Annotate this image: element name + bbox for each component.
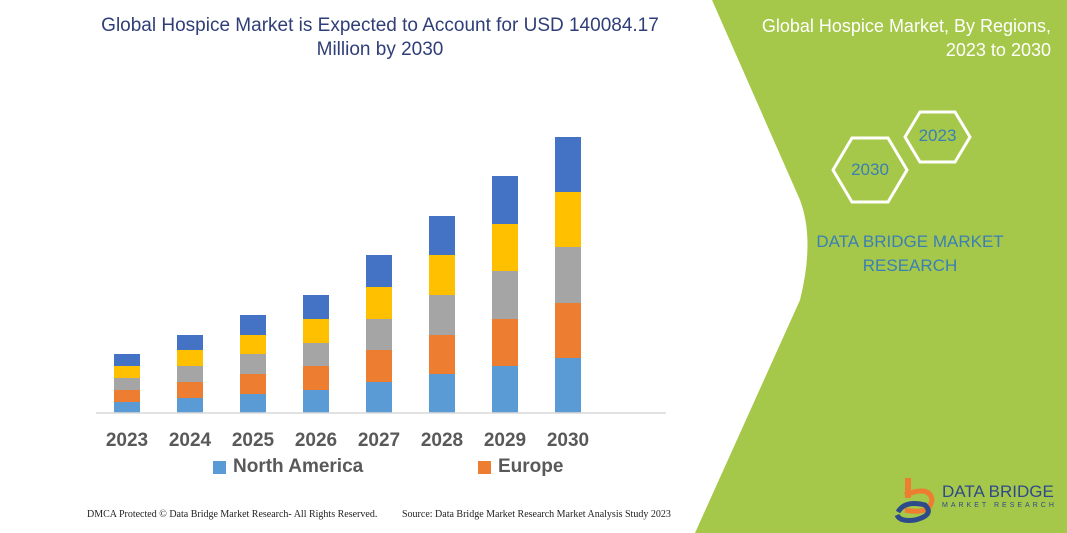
bar-2029-segment-2 <box>492 271 518 319</box>
bar-2028-segment-4 <box>429 216 455 255</box>
bar-2029-segment-4 <box>492 176 518 224</box>
legend-europe: Europe <box>478 456 563 478</box>
bar-2030-segment-1 <box>555 303 581 358</box>
bar-2028-segment-1 <box>429 335 455 374</box>
bar-2026-segment-2 <box>303 343 329 366</box>
bars <box>114 137 581 413</box>
x-tick-label: 2029 <box>483 430 527 451</box>
bar-2025-segment-3 <box>240 335 266 354</box>
x-tick-label: 2028 <box>420 430 464 451</box>
chart-title: Global Hospice Market is Expected to Acc… <box>101 15 659 60</box>
bar-2024-segment-3 <box>177 350 203 366</box>
logo-mark <box>894 478 935 523</box>
footer-source: Source: Data Bridge Market Research Mark… <box>402 509 671 520</box>
legend-swatch <box>213 460 226 474</box>
legend-north-america: North America <box>213 456 363 478</box>
hexagon-2023 <box>903 110 972 164</box>
bar-2028-segment-3 <box>429 255 455 295</box>
bar-2029-segment-3 <box>492 224 518 271</box>
bar-2023-segment-3 <box>114 366 140 378</box>
bar-2024-segment-1 <box>177 382 203 398</box>
side-title-line2: 2023 to 2030 <box>945 40 1051 60</box>
bar-2025-segment-1 <box>240 374 266 394</box>
bar-2027-segment-0 <box>366 382 392 413</box>
bar-2028-segment-2 <box>429 295 455 335</box>
x-tick-label: 2026 <box>294 430 338 451</box>
bar-2030-segment-3 <box>555 192 581 247</box>
bar-2028-segment-0 <box>429 374 455 413</box>
brand-text: DATA BRIDGE MARKET RESEARCH <box>816 232 1004 275</box>
bar-2024-segment-2 <box>177 366 203 382</box>
bar-2026-segment-0 <box>303 390 329 413</box>
hex-label-2023: 2023 <box>918 126 957 145</box>
bar-2030-segment-0 <box>555 358 581 413</box>
bar-2026-segment-1 <box>303 366 329 390</box>
hex-label-2030: 2030 <box>851 160 889 179</box>
bar-2025-segment-2 <box>240 354 266 374</box>
x-tick-label: 2024 <box>168 430 212 451</box>
legend-label: Europe <box>498 456 564 477</box>
bar-2024-segment-0 <box>177 398 203 413</box>
legend-label: North America <box>233 456 364 477</box>
bar-2023-segment-4 <box>114 354 140 366</box>
bar-2029-segment-0 <box>492 366 518 413</box>
bar-2027-segment-4 <box>366 255 392 287</box>
bar-2025-segment-0 <box>240 394 266 413</box>
side-title-line1: Global Hospice Market, By Regions, <box>761 16 1051 36</box>
bar-2026-segment-3 <box>303 319 329 343</box>
footer-copyright: DMCA Protected © Data Bridge Market Rese… <box>87 509 378 520</box>
bar-2023-segment-1 <box>114 390 140 402</box>
legend-swatch <box>478 460 491 474</box>
bar-2030-segment-2 <box>555 247 581 303</box>
hexagon-2030 <box>831 136 909 204</box>
bar-2025-segment-4 <box>240 315 266 335</box>
bar-2029-segment-1 <box>492 319 518 366</box>
side-title: Global Hospice Market, By Regions, 2023 t… <box>721 14 1051 62</box>
x-tick-label: 2027 <box>357 430 401 451</box>
bar-2023-segment-2 <box>114 378 140 390</box>
bar-2030-segment-4 <box>555 137 581 192</box>
bar-2027-segment-3 <box>366 287 392 319</box>
x-tick-label: 2023 <box>105 430 149 451</box>
bar-2026-segment-4 <box>303 295 329 319</box>
bar-2024-segment-4 <box>177 335 203 350</box>
x-tick-label: 2025 <box>231 430 275 451</box>
bar-2027-segment-1 <box>366 350 392 382</box>
x-tick-label: 2030 <box>546 430 590 451</box>
bar-2023-segment-0 <box>114 402 140 413</box>
bar-2027-segment-2 <box>366 319 392 350</box>
logo-text: DATA BRIDGE <box>942 482 1054 501</box>
logo-subtext: MARKET RESEARCH <box>942 502 1057 509</box>
